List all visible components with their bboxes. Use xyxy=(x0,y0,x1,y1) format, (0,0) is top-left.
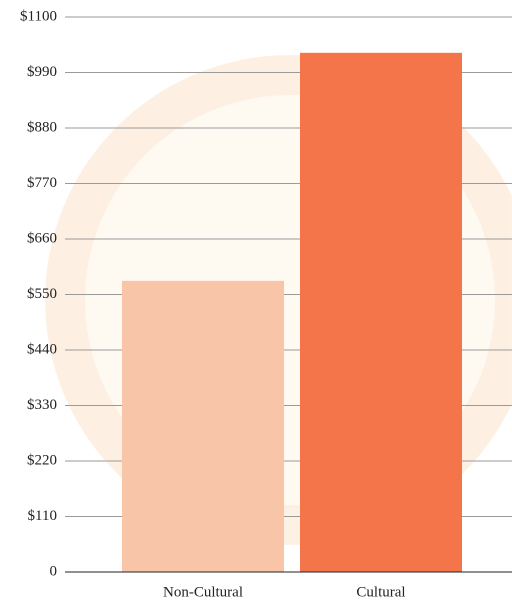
y-tick-label: $990 xyxy=(27,64,57,80)
y-tick-label: $660 xyxy=(27,230,57,246)
y-tick-label: $110 xyxy=(28,508,57,524)
y-tick-label: $550 xyxy=(27,286,57,302)
y-tick-label: 0 xyxy=(50,563,58,579)
x-tick-label: Cultural xyxy=(356,584,405,600)
bar xyxy=(300,52,462,572)
y-tick-label: $330 xyxy=(27,397,57,413)
y-tick-label: $880 xyxy=(27,119,57,135)
y-tick-label: $770 xyxy=(27,175,57,191)
y-tick-label: $440 xyxy=(27,341,57,357)
bar xyxy=(122,280,284,572)
y-tick-label: $1100 xyxy=(20,8,57,24)
x-tick-label: Non-Cultural xyxy=(163,584,243,600)
y-tick-label: $220 xyxy=(27,452,57,468)
